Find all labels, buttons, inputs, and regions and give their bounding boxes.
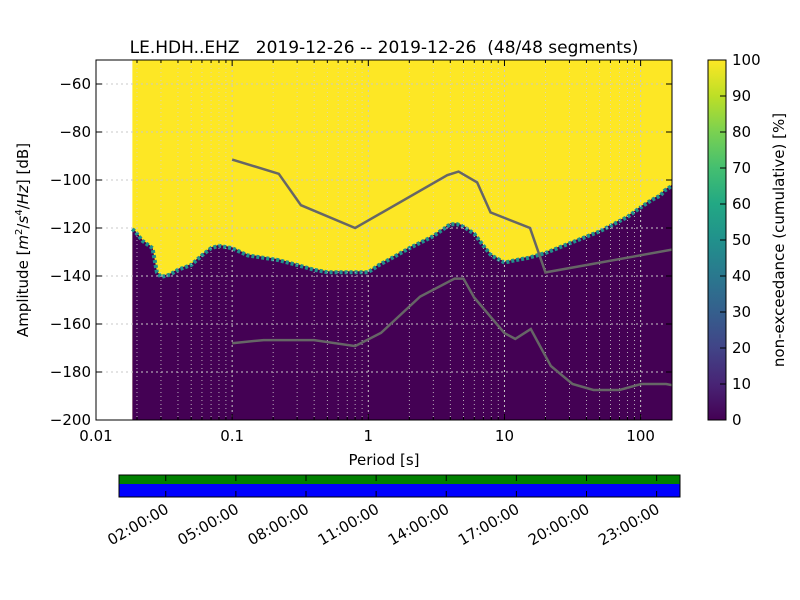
psd-plot: 0.01 0.1 1 10 100 −60 −80 −100 −120 −140 −160 −180… <box>50 59 673 445</box>
colorbar-tick-label: 30 <box>732 303 751 321</box>
grid-lines <box>96 60 672 420</box>
colorbar-tick-label: 0 <box>732 411 742 429</box>
colorbar-tick-label: 100 <box>732 51 761 69</box>
colorbar-tick-label: 90 <box>732 87 751 105</box>
colorbar-tick-label: 40 <box>732 267 751 285</box>
timeline-tick-label: 11:00:00 <box>315 500 382 549</box>
colorbar-tick-label: 80 <box>732 123 751 141</box>
colorbar-tick-label: 70 <box>732 159 751 177</box>
nhnm-noise-model-line <box>231 158 672 274</box>
colorbar: 0 10 20 30 40 50 60 70 80 90 100 non-exceedance (c… <box>707 51 788 429</box>
y-tick-label: −180 <box>50 363 91 381</box>
y-tick-label: −200 <box>50 411 91 429</box>
colorbar-tick-label: 10 <box>732 375 751 393</box>
timeline-tick-label: 02:00:00 <box>104 500 171 549</box>
y-tick-label: −160 <box>50 315 91 333</box>
nlnm-noise-model-line <box>232 277 672 392</box>
x-tick-label: 0.1 <box>220 427 244 445</box>
x-axis-ticks: 0.01 0.1 1 10 100 <box>79 60 655 445</box>
y-tick-label: −100 <box>50 171 91 189</box>
timeline-tick-label: 23:00:00 <box>595 500 662 549</box>
timeline-tick-label: 20:00:00 <box>525 500 592 549</box>
timeline-tick-label: 17:00:00 <box>455 500 522 549</box>
chart-title: LE.HDH..EHZ 2019-12-26 -- 2019-12-26 (48… <box>130 38 639 58</box>
timeline-frame <box>118 474 681 498</box>
timeline-tick-label: 14:00:00 <box>385 500 452 549</box>
timeline-tick-label: 05:00:00 <box>175 500 242 549</box>
colorbar-tick-label: 60 <box>732 195 751 213</box>
coverage-timeline: 02:00:00 05:00:00 08:00:00 11:00:00 14:00:00… <box>104 474 681 549</box>
colorbar-label: non-exceedance (cumulative) [%] <box>770 113 788 367</box>
colorbar-tick-label: 20 <box>732 339 751 357</box>
colorbar-ticks: 0 10 20 30 40 50 60 70 80 90 100 <box>720 51 761 429</box>
y-tick-label: −60 <box>59 75 91 93</box>
colorbar-tick-label: 50 <box>732 231 751 249</box>
y-axis-ticks: −60 −80 −100 −120 −140 −160 −180 −200 <box>50 75 672 429</box>
timeline-segments-bar <box>119 475 680 484</box>
y-tick-label: −140 <box>50 267 91 285</box>
heatmap-below-region <box>132 184 672 420</box>
timeline-tick-label: 08:00:00 <box>245 500 312 549</box>
y-tick-label: −120 <box>50 219 91 237</box>
timeline-coverage-bar <box>119 484 680 497</box>
x-tick-label: 1 <box>364 427 374 445</box>
x-axis-label: Period [s] <box>348 451 419 469</box>
x-tick-label: 100 <box>626 427 655 445</box>
y-tick-label: −80 <box>59 123 91 141</box>
x-tick-label: 10 <box>495 427 514 445</box>
y-axis-label: Amplitude [m2/s4/Hz] [dB] <box>14 143 32 337</box>
plot-frame <box>95 59 673 421</box>
x-tick-label: 0.01 <box>79 427 112 445</box>
heatmap-transition-band <box>130 184 672 280</box>
